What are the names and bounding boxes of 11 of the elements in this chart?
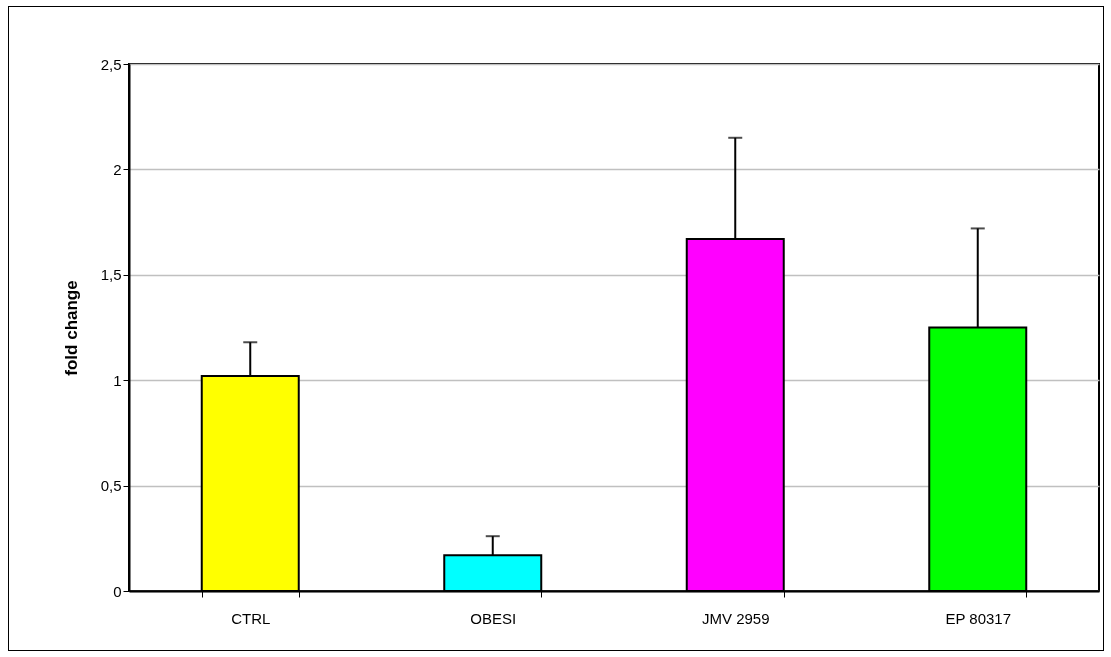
y-tick-label: 2,5	[100, 55, 122, 73]
y-tick-label: 0,5	[100, 477, 122, 495]
x-tick-label: EP 80317	[945, 609, 1012, 627]
y-axis-title: fold change	[61, 280, 81, 376]
x-tick-label: CTRL	[231, 609, 271, 627]
y-tick-label: 1,5	[100, 266, 122, 284]
y-tick-label: 2	[113, 160, 122, 178]
y-tick-label: 0	[113, 582, 122, 600]
x-tick-label: JMV 2959	[701, 609, 770, 627]
x-tick-label: OBESI	[470, 609, 517, 627]
y-tick-label: 1	[113, 371, 122, 389]
